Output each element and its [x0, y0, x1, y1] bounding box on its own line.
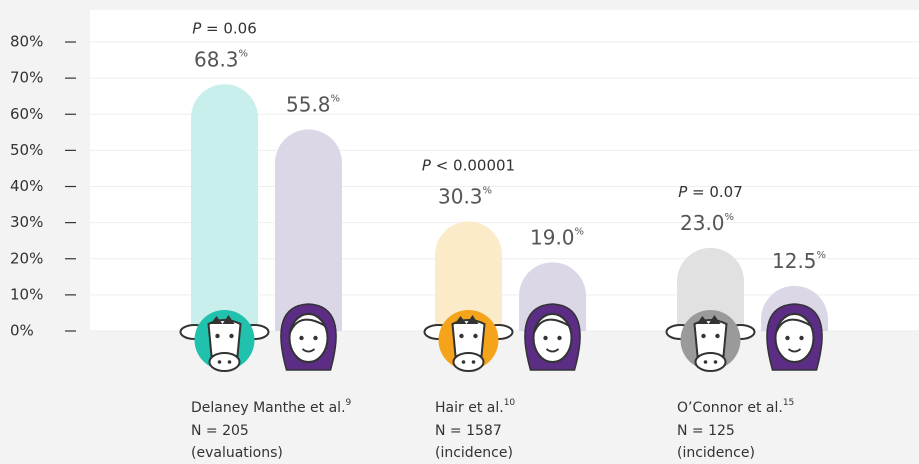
woman-face: [776, 314, 814, 362]
reference: 10: [504, 398, 516, 408]
y-tick-label: 50%: [10, 141, 43, 159]
cow-nostril: [714, 360, 718, 364]
y-tick-label: 40%: [10, 177, 43, 195]
cow-face: [209, 320, 241, 356]
cow-eye: [473, 334, 477, 338]
measure-note: (evaluations): [191, 445, 283, 461]
bar: [191, 84, 258, 331]
woman-eye: [543, 336, 547, 340]
woman-icon: [281, 304, 336, 370]
y-tick-label: 10%: [10, 285, 43, 303]
category-label: Hair et al.10: [435, 398, 515, 417]
chart: 0%10%20%30%40%50%60%70%80%68.3%P = 0.065…: [0, 0, 919, 464]
reference: 9: [346, 398, 352, 408]
bar: [275, 129, 342, 331]
cow-snout: [696, 353, 726, 371]
cow-eye: [459, 334, 463, 338]
cow-nostril: [472, 360, 476, 364]
cow-face: [453, 320, 485, 356]
p-value: P = 0.07: [678, 182, 743, 200]
cow-nostril: [218, 360, 222, 364]
p-value: P < 0.00001: [422, 156, 515, 174]
cow-eye: [229, 334, 233, 338]
reference: 15: [783, 398, 794, 408]
cow-eye: [715, 334, 719, 338]
y-tick-label: 30%: [10, 213, 43, 231]
p-value: P = 0.06: [192, 19, 257, 37]
study-name: Delaney Manthe et al.: [191, 400, 346, 416]
woman-icon: [767, 304, 822, 370]
measure-note: (incidence): [677, 445, 755, 461]
sample-size: N = 125: [677, 423, 735, 439]
cow-nostril: [704, 360, 708, 364]
y-tick-label: 20%: [10, 249, 43, 267]
woman-eye: [799, 336, 803, 340]
woman-face: [290, 314, 328, 362]
cow-nostril: [228, 360, 232, 364]
woman-eye: [785, 336, 789, 340]
y-tick-label: 70%: [10, 69, 43, 87]
woman-eye: [299, 336, 303, 340]
measure-note: (incidence): [435, 445, 513, 461]
woman-face: [534, 314, 572, 362]
cow-eye: [215, 334, 219, 338]
study-name: Hair et al.: [435, 400, 504, 416]
cow-snout: [454, 353, 484, 371]
study-name: O’Connor et al.: [677, 400, 783, 416]
sample-size: N = 1587: [435, 423, 502, 439]
cow-face: [695, 320, 727, 356]
woman-eye: [557, 336, 561, 340]
y-tick-label: 80%: [10, 33, 43, 51]
cow-snout: [210, 353, 240, 371]
sample-size: N = 205: [191, 423, 249, 439]
y-tick-label: 0%: [10, 322, 34, 340]
woman-eye: [313, 336, 317, 340]
cow-eye: [701, 334, 705, 338]
category-label: Delaney Manthe et al.9: [191, 398, 352, 417]
y-tick-label: 60%: [10, 105, 43, 123]
woman-icon: [525, 304, 580, 370]
cow-nostril: [462, 360, 466, 364]
category-label: O’Connor et al.15: [677, 398, 794, 417]
